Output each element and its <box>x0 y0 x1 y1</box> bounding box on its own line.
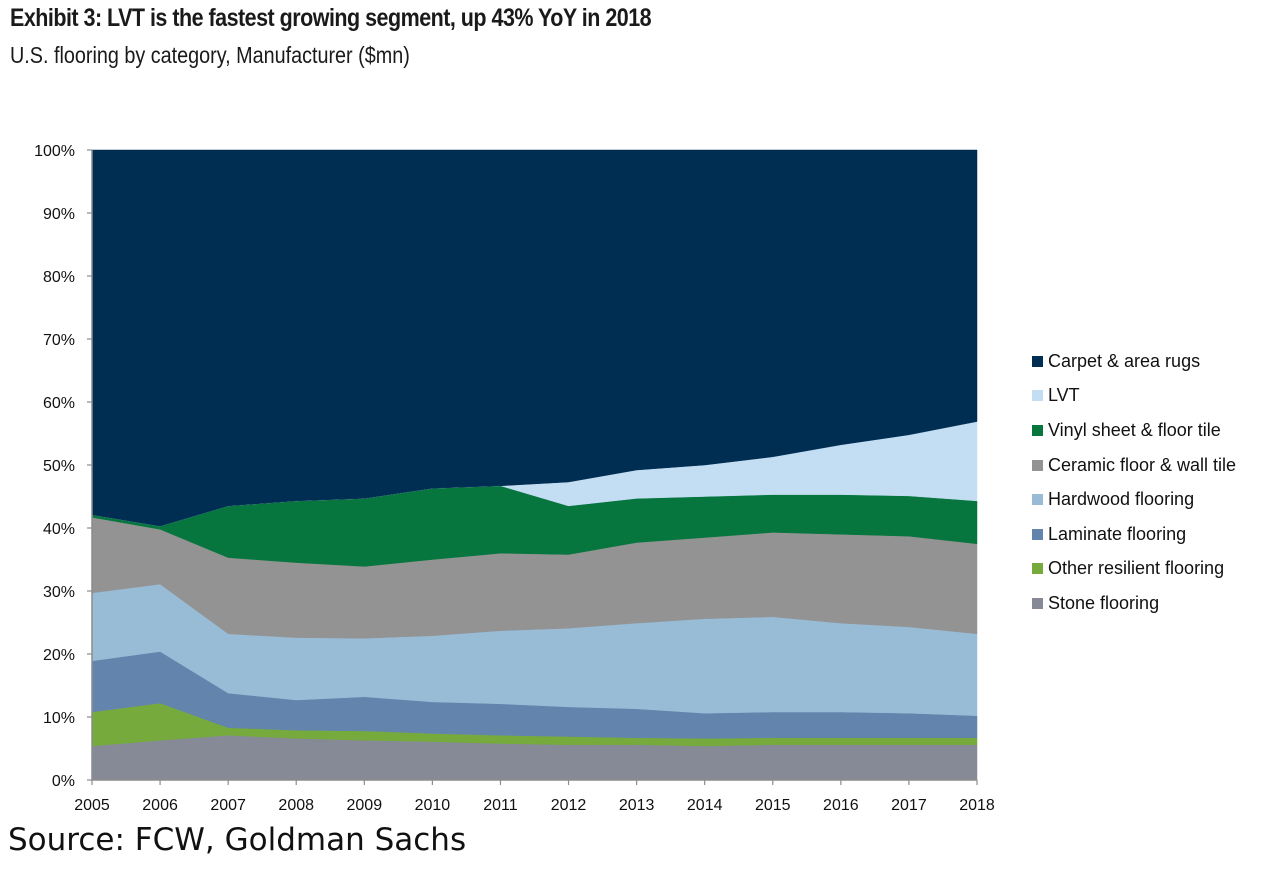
x-tick-label: 2011 <box>483 797 518 814</box>
x-tick-label: 2016 <box>823 797 859 814</box>
area-layer <box>91 149 978 781</box>
legend-swatch <box>1032 563 1043 575</box>
x-tick-label: 2015 <box>755 797 791 814</box>
legend-label: Other resilient flooring <box>1048 558 1225 579</box>
legend-swatch <box>1032 528 1043 540</box>
y-tick-label: 30% <box>43 584 75 601</box>
source-note: Source: FCW, Goldman Sachs <box>8 822 467 858</box>
x-tick-label: 2010 <box>415 797 451 814</box>
legend-label: Hardwood flooring <box>1048 489 1195 510</box>
legend-swatch <box>1032 459 1043 471</box>
legend-swatch <box>1032 424 1043 436</box>
y-tick-label: 20% <box>43 647 75 664</box>
legend-item-hardwood-flooring: Hardwood flooring <box>1032 482 1236 517</box>
legend-label: LVT <box>1048 385 1080 406</box>
x-tick-label: 2009 <box>347 797 383 814</box>
legend-label: Stone flooring <box>1048 592 1160 613</box>
legend-swatch <box>1032 390 1043 402</box>
y-tick-label: 100% <box>34 143 75 160</box>
legend: Carpet & area rugs LVT Vinyl sheet & floor… <box>1032 344 1236 621</box>
x-tick-label: 2005 <box>74 797 110 814</box>
x-tick-label: 2013 <box>619 797 655 814</box>
y-tick-label: 70% <box>43 332 75 349</box>
chart-subtitle: U.S. flooring by category, Manufacturer … <box>10 42 410 68</box>
x-tick-label: 2006 <box>142 797 178 814</box>
y-tick-label: 90% <box>43 206 75 223</box>
x-tick-label: 2008 <box>278 797 314 814</box>
y-tick-label: 60% <box>43 395 75 412</box>
y-tick-label: 0% <box>52 773 75 790</box>
area-carpet-and-area-rugs <box>91 149 978 527</box>
x-tick-label: 2012 <box>551 797 587 814</box>
x-tick-label: 2007 <box>210 797 246 814</box>
legend-item-stone-flooring: Stone flooring <box>1032 586 1236 621</box>
chart-title: Exhibit 3: LVT is the fastest growing se… <box>10 4 652 32</box>
legend-label: Ceramic floor & wall tile <box>1048 454 1237 475</box>
legend-item-carpet-and-area-rugs: Carpet & area rugs <box>1032 344 1236 379</box>
y-tick-label: 50% <box>43 458 75 475</box>
x-tick-label: 2014 <box>687 797 723 814</box>
legend-label: Carpet & area rugs <box>1048 350 1201 371</box>
x-tick-label: 2017 <box>891 797 927 814</box>
legend-item-lvt: LVT <box>1032 379 1236 414</box>
legend-item-vinyl-sheet-and-floor-tile: Vinyl sheet & floor tile <box>1032 413 1236 448</box>
legend-item-laminate-flooring: Laminate flooring <box>1032 517 1236 552</box>
legend-swatch <box>1032 494 1043 506</box>
legend-swatch <box>1032 597 1043 609</box>
x-tick-label: 2018 <box>959 797 995 814</box>
legend-label: Vinyl sheet & floor tile <box>1048 419 1221 440</box>
y-tick-label: 10% <box>43 710 75 727</box>
legend-swatch <box>1032 355 1043 367</box>
y-tick-label: 40% <box>43 521 75 538</box>
axes-layer: 0% 10% 20% 30% 40% 50% 60% 70% 80% 90% 100% 2005 200… <box>34 143 995 814</box>
legend-item-other-resilient-flooring: Other resilient flooring <box>1032 552 1236 587</box>
legend-label: Laminate flooring <box>1048 523 1187 544</box>
y-tick-label: 80% <box>43 269 75 286</box>
legend-item-ceramic-floor-and-wall-tile: Ceramic floor & wall tile <box>1032 448 1236 483</box>
